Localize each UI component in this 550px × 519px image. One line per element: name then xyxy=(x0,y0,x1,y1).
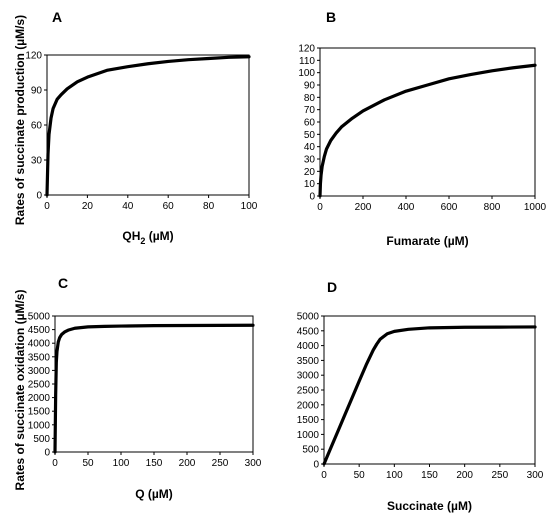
x-tick-label: 250 xyxy=(212,458,229,469)
x-tick-label: 400 xyxy=(398,202,415,213)
x-tick-label: 250 xyxy=(491,470,508,481)
y-tick-label: 4000 xyxy=(297,341,320,352)
series-line-a xyxy=(45,55,251,197)
y-tick-label: 1000 xyxy=(297,430,320,441)
x-tick-label: 100 xyxy=(241,201,258,212)
x-tick-label: 50 xyxy=(354,470,366,481)
x-tick-label: 20 xyxy=(82,201,94,212)
x-tick-label: 200 xyxy=(355,202,372,213)
y-tick-label: 110 xyxy=(299,56,315,67)
y-tick-label: 0 xyxy=(44,448,50,459)
plot-area-d xyxy=(323,315,536,465)
x-tick-label: 200 xyxy=(179,458,196,469)
y-tick-label: 0 xyxy=(313,460,319,471)
y-tick-label: 500 xyxy=(33,434,50,445)
y-tick-label: 0 xyxy=(309,192,315,203)
x-tick-label: 150 xyxy=(146,458,163,469)
x-axis-label-b: Fumarate (µM) xyxy=(386,234,468,248)
y-tick-label: 2500 xyxy=(297,386,320,397)
y-tick-label: 2000 xyxy=(28,393,51,404)
plot-area-b xyxy=(319,47,536,197)
x-tick-label: 300 xyxy=(245,458,262,469)
x-tick-label: 80 xyxy=(203,201,215,212)
x-tick-label: 1000 xyxy=(524,202,547,213)
y-tick-label: 4000 xyxy=(28,339,51,350)
y-tick-label: 2000 xyxy=(297,400,320,411)
y-tick-label: 80 xyxy=(304,93,316,104)
y-tick-label: 70 xyxy=(304,105,316,116)
series-line-c xyxy=(53,323,255,454)
series-line-d xyxy=(322,325,537,466)
y-tick-label: 1000 xyxy=(28,420,51,431)
x-tick-label: 0 xyxy=(52,458,58,469)
y-tick-label: 120 xyxy=(25,51,42,62)
y-tick-label: 2500 xyxy=(28,380,51,391)
y-tick-label: 1500 xyxy=(297,415,320,426)
y-tick-label: 500 xyxy=(302,445,319,456)
x-tick-label: 40 xyxy=(122,201,134,212)
y-tick-label: 30 xyxy=(31,156,43,167)
x-tick-label: 0 xyxy=(44,201,50,212)
x-tick-label: 150 xyxy=(421,470,438,481)
x-tick-label: 100 xyxy=(386,470,403,481)
panel-letter-d: D xyxy=(327,279,337,295)
y-tick-label: 3000 xyxy=(297,371,320,382)
y-tick-label: 50 xyxy=(304,130,316,141)
x-axis-label-a: QH2 (µM) xyxy=(122,229,173,246)
y-tick-label: 20 xyxy=(304,167,316,178)
x-tick-label: 200 xyxy=(456,470,473,481)
x-tick-label: 0 xyxy=(321,470,327,481)
y-tick-label: 3500 xyxy=(28,352,51,363)
x-tick-label: 100 xyxy=(113,458,130,469)
x-tick-label: 60 xyxy=(163,201,175,212)
y-tick-label: 3500 xyxy=(297,356,320,367)
panel-a: A 0 20 40 60 80 100 0 30 60 90 120 QH2 (µM) xyxy=(25,9,257,246)
x-axis-label-d: Succinate (µM) xyxy=(387,499,472,513)
series-line-b xyxy=(318,63,537,198)
x-tick-label: 300 xyxy=(527,470,544,481)
y-tick-label: 40 xyxy=(304,142,316,153)
panel-letter-c: C xyxy=(58,275,68,291)
x-tick-label: 0 xyxy=(317,202,323,213)
y-tick-label: 60 xyxy=(31,121,43,132)
x-axis-label-c: Q (µM) xyxy=(135,487,173,501)
y-tick-label: 1500 xyxy=(28,407,51,418)
panel-letter-a: A xyxy=(52,9,62,25)
y-tick-label: 90 xyxy=(304,81,316,92)
y-tick-label: 5000 xyxy=(28,312,51,323)
y-tick-label: 5000 xyxy=(297,312,320,323)
y-tick-label: 60 xyxy=(304,118,316,129)
panel-letter-b: B xyxy=(326,9,336,25)
y-tick-label: 0 xyxy=(36,191,42,202)
plot-area-a xyxy=(46,54,250,196)
y-tick-label: 3000 xyxy=(28,366,51,377)
y-tick-label: 4500 xyxy=(28,325,51,336)
panel-c: C0 50 100 150 200 250 300050010001500200025003… xyxy=(28,275,262,501)
y-tick-label: 120 xyxy=(298,44,315,55)
y-axis-label-bottom: Rates of succinate oxidation (µM/s) xyxy=(13,290,27,491)
y-tick-label: 4500 xyxy=(297,326,320,337)
x-tick-label: 600 xyxy=(441,202,458,213)
y-tick-label: 10 xyxy=(304,179,316,190)
y-tick-label: 100 xyxy=(298,68,315,79)
panel-d: D0 50 100 150 200 250 300050010001500200025003… xyxy=(297,279,544,513)
x-tick-label: 50 xyxy=(82,458,94,469)
plot-area-c xyxy=(54,315,254,453)
y-tick-label: 30 xyxy=(304,155,316,166)
y-axis-label-top: Rates of succinate production (µM/s) xyxy=(13,15,27,225)
x-tick-label: 800 xyxy=(484,202,501,213)
y-tick-label: 90 xyxy=(31,86,43,97)
